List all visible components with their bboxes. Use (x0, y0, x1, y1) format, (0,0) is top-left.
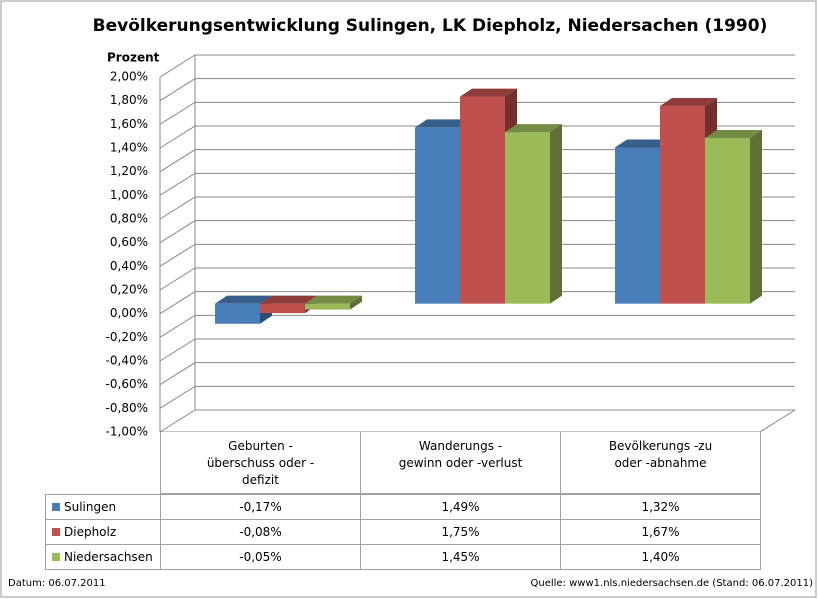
table-value: 1,40% (560, 544, 761, 570)
y-tick-label: 0,40% (110, 259, 148, 273)
bar-top (215, 295, 272, 304)
bar-front (215, 303, 260, 324)
bar-top (660, 98, 717, 107)
grid-line (159, 362, 795, 386)
bar-side (550, 124, 562, 304)
category-label: Geburten - überschuss oder - defizit (160, 432, 361, 494)
y-tick-label: 0,00% (110, 306, 148, 320)
table-value: 1,32% (560, 494, 761, 520)
bar-front (505, 132, 550, 304)
legend-cell: Diepholz (45, 519, 161, 545)
table-value: 1,75% (360, 519, 561, 545)
grid-line (159, 220, 795, 244)
bar (705, 130, 762, 304)
y-tick-label: 1,40% (110, 141, 148, 155)
grid-line (159, 101, 795, 125)
legend-label: Sulingen (64, 500, 117, 514)
grid-line (159, 243, 795, 267)
legend-key (52, 503, 60, 511)
y-tick-label: -0,80% (106, 401, 148, 415)
grid-line (159, 172, 795, 196)
y-tick-label: -1,00% (106, 425, 148, 439)
footer-left: Datum: 06.07.2011 (8, 578, 106, 589)
grid-line (159, 149, 795, 173)
y-tick-label: 0,80% (110, 212, 148, 226)
y-tick-label: 0,60% (110, 235, 148, 249)
bar-top (415, 119, 472, 128)
y-tick-label: 1,00% (110, 188, 148, 202)
legend-label: Niedersachsen (64, 550, 153, 564)
bar (505, 124, 562, 304)
bar-front (415, 127, 460, 304)
table-value: 1,49% (360, 494, 561, 520)
bar-front (705, 138, 750, 304)
grid-line (159, 267, 795, 291)
bar-front (305, 303, 350, 310)
footer-right: Quelle: www1.nls.niedersachsen.de (Stand… (530, 578, 814, 589)
grid-line (159, 338, 795, 362)
grid-line (159, 409, 795, 433)
grid-line (159, 54, 795, 78)
bar-front (660, 106, 705, 304)
grid-line (159, 125, 795, 149)
bar-side (750, 130, 762, 304)
legend-key (52, 553, 60, 561)
grid-line (159, 385, 795, 409)
table-value: -0,08% (160, 519, 361, 545)
bar-top (505, 124, 562, 133)
grid-line (159, 291, 795, 315)
y-tick-label: 1,20% (110, 164, 148, 178)
bar-side (350, 295, 362, 310)
y-tick-label: 2,00% (110, 70, 148, 84)
legend-cell: Sulingen (45, 494, 161, 520)
bar-top (305, 295, 362, 304)
grid-line (159, 196, 795, 220)
grid-line (159, 78, 795, 102)
bar-top (705, 130, 762, 138)
y-tick-label: 1,80% (110, 93, 148, 107)
y-axis-label: Prozent (107, 51, 160, 65)
y-tick-label: -0,60% (106, 377, 148, 391)
table-value: -0,17% (160, 494, 361, 520)
category-label: Bevölkerungs -zu oder -abnahme (560, 432, 761, 494)
table-value: 1,45% (360, 544, 561, 570)
grid-line (159, 314, 795, 338)
y-tick-label: 0,20% (110, 283, 148, 297)
bar-front (460, 96, 505, 304)
chart-title: Bevölkerungsentwicklung Sulingen, LK Die… (93, 16, 768, 36)
y-tick-label: -0,40% (106, 354, 148, 368)
legend-label: Diepholz (64, 525, 117, 539)
table-value: 1,67% (560, 519, 761, 545)
legend-key (52, 528, 60, 536)
bar-front (615, 147, 660, 304)
bar-top (615, 139, 672, 148)
y-tick-label: -0,20% (106, 330, 148, 344)
floor-edge (759, 409, 796, 433)
y-tick-label: 1,60% (110, 117, 148, 131)
bar-top (460, 88, 517, 97)
legend-cell: Niedersachsen (45, 544, 161, 570)
bar-top (260, 295, 317, 304)
bar-front (260, 303, 305, 314)
bar (305, 295, 362, 310)
table-value: -0,05% (160, 544, 361, 570)
category-label: Wanderungs - gewinn oder -verlust (360, 432, 561, 494)
